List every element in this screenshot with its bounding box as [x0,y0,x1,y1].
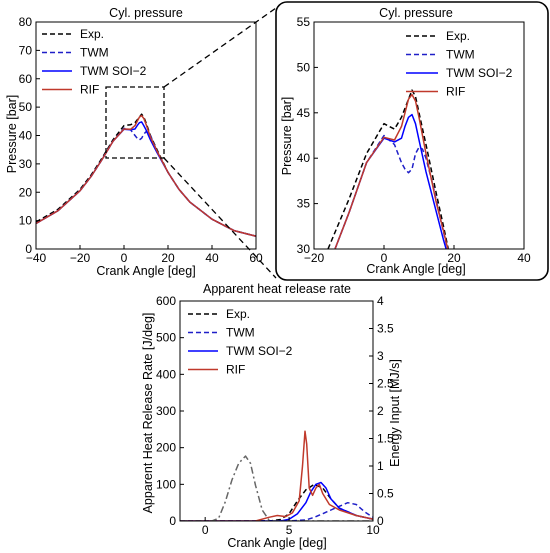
y-tick-label: 200 [156,441,176,455]
x-axis-label: Crank Angle [deg] [366,262,465,276]
legend-label: TWM [80,46,109,60]
y-tick-label: 400 [156,367,176,381]
legend-label: RIF [446,85,465,99]
series-line-2 [36,121,256,237]
zoom-indicator [105,7,277,279]
x-tick-label: −40 [26,251,47,265]
x-tick-label: 40 [517,251,531,265]
series-line-3 [36,114,256,237]
y-tick-label-right: 3 [377,349,384,363]
legend-label: RIF [226,363,245,377]
y-tick-label: 600 [156,294,176,308]
chart-title: Apparent heat release rate [203,282,351,296]
y-tick-label: 50 [297,60,311,74]
zoom-connector-top [163,7,277,88]
y-axis-label-right: Energy Input [MJ/s] [388,359,402,467]
x-tick-label: −20 [70,251,91,265]
legend-label: TWM SOI−2 [446,66,513,80]
y-tick-label-right: 1.5 [377,432,394,446]
x-tick-label: 10 [366,523,380,537]
x-tick-label: 20 [161,251,175,265]
series-line-1 [334,134,449,249]
legend-label: TWM SOI−2 [226,344,293,358]
x-tick-label: 0 [121,251,128,265]
zoom-region-box [105,86,165,159]
y-tick-label: 50 [19,100,33,114]
x-tick-label: 0 [381,251,388,265]
y-tick-label: 40 [297,151,311,165]
x-tick-label: −20 [304,251,325,265]
legend: Exp. TWM TWM SOI−2 RIF [188,307,293,377]
y-tick-label-right: 4 [377,294,384,308]
y-tick-label: 70 [19,43,33,57]
y-tick-label: 60 [19,72,33,86]
y-tick-label: 300 [156,404,176,418]
series-line-1 [180,501,373,521]
series-line-0 [327,89,450,249]
series-line-3 [180,430,373,521]
y-tick-label-right: 2.5 [377,377,394,391]
x-axis-label: Crank Angle [deg] [227,536,326,550]
y-tick-label: 100 [156,477,176,491]
y-tick-label-right: 0 [377,514,384,528]
y-tick-label: 45 [297,106,311,120]
series-line-3 [334,93,449,249]
y-tick-label-right: 0.5 [377,487,394,501]
series-line-4 [180,455,373,521]
series-group [327,89,450,249]
series-group [36,113,256,237]
y-tick-label: 500 [156,331,176,345]
y-tick-label: 35 [297,197,311,211]
x-tick-label: 40 [205,251,219,265]
legend-label: TWM SOI−2 [80,64,147,78]
legend-label: Exp. [446,29,470,43]
y-axis-label: Pressure [bar] [5,95,19,174]
plot-frame [313,21,525,250]
zoom-connector-bottom [163,157,277,279]
y-tick-label: 10 [19,214,33,228]
y-tick-label: 0 [25,242,32,256]
y-tick-label: 30 [297,242,311,256]
chart-title: Cyl. pressure [109,6,183,20]
legend-label: TWM [446,48,475,62]
y-tick-label: 20 [19,185,33,199]
x-tick-label: 0 [202,523,209,537]
pressure-chart-main: Cyl. pressure Pressure [bar] Crank Angle… [5,6,263,278]
series-line-1 [36,127,256,237]
chart-title: Cyl. pressure [379,6,453,20]
y-tick-label: 55 [297,15,311,29]
y-tick-label: 0 [169,514,176,528]
legend: Exp. TWM TWM SOI−2 RIF [406,29,513,99]
pressure-chart-zoom: Cyl. pressure Pressure [bar] Crank Angle… [280,6,531,276]
y-axis-label: Pressure [bar] [280,97,294,176]
legend-label: TWM [226,326,255,340]
y-tick-label-right: 3.5 [377,322,394,336]
x-tick-label: 5 [286,523,293,537]
plot-frame [35,21,257,250]
x-tick-label: 60 [249,251,263,265]
series-group [180,430,373,521]
plot-frame [179,300,374,522]
heat-release-chart: Apparent heat release rate Apparent Heat… [141,282,402,550]
legend-label: Exp. [226,307,250,321]
x-tick-label: 20 [447,251,461,265]
x-axis-label: Crank Angle [deg] [96,264,195,278]
legend-label: Exp. [80,27,104,41]
y-tick-label: 40 [19,129,33,143]
legend: Exp. TWM TWM SOI−2 RIF [42,27,147,97]
y-axis-label: Apparent Heat Release Rate [J/deg] [141,313,155,514]
y-tick-label: 80 [19,15,33,29]
inset-frame [275,1,549,281]
y-tick-label-right: 2 [377,404,384,418]
legend-label: RIF [80,83,99,97]
y-tick-label: 30 [19,157,33,171]
y-tick-label-right: 1 [377,459,384,473]
